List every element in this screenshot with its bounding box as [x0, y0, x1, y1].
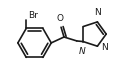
Text: N: N — [94, 8, 101, 17]
Text: N: N — [101, 43, 108, 52]
Text: O: O — [57, 14, 64, 23]
Text: N: N — [79, 47, 86, 56]
Text: Br: Br — [28, 11, 38, 20]
